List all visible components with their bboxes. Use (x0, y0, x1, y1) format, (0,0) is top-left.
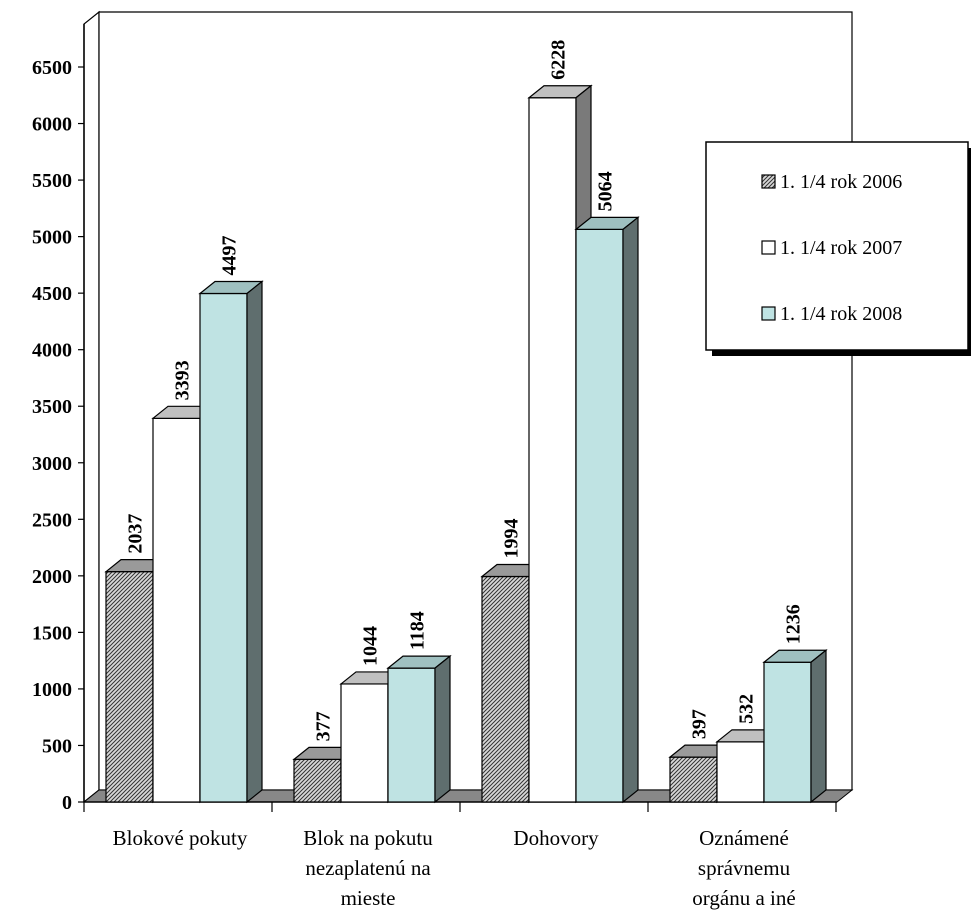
x-tick-label: Dohovory (513, 826, 599, 850)
legend-swatch (761, 306, 776, 321)
bar-side (434, 654, 451, 804)
bars: 2037 3393 4497 377 1044 1184 1994 6228 5064 397 53… (104, 40, 828, 804)
bar-front (716, 741, 765, 803)
y-tick-label: 500 (42, 735, 72, 757)
bar-value-label: 1044 (360, 626, 382, 666)
y-tick-label: 3000 (32, 453, 72, 475)
y-tick-label: 5000 (32, 227, 72, 249)
bar-side (246, 280, 263, 804)
bar-front (340, 683, 389, 803)
bar-front (105, 571, 154, 803)
bar-value-label: 1236 (783, 604, 805, 644)
y-tick-label: 4000 (32, 340, 72, 362)
legend-label: 1. 1/4 rok 2006 (780, 171, 902, 193)
legend-box (705, 141, 969, 351)
y-tick-label: 2500 (32, 509, 72, 531)
x-tick-label: správnemu (698, 856, 791, 880)
y-tick-label: 1000 (32, 679, 72, 701)
bar-front (575, 228, 624, 803)
bar-front (763, 661, 812, 803)
bar-front (481, 575, 530, 803)
bar-front (669, 756, 718, 803)
y-tick-label: 6000 (32, 114, 72, 136)
x-tick-label: nezaplatenú na (305, 856, 431, 880)
bar-value-label: 397 (689, 709, 711, 739)
bar-front (293, 758, 342, 803)
bar-front (528, 97, 577, 803)
bar-value-label: 6228 (548, 40, 570, 80)
y-axis: 0 500 1000 1500 2000 2500 3000 3500 4000 4500 5000… (32, 24, 837, 814)
x-tick-label: mieste (341, 886, 396, 910)
bar-front (152, 417, 201, 803)
bar-value-label: 4497 (219, 235, 241, 275)
bar-value-label: 1994 (501, 519, 523, 559)
x-tick-label: Oznámené (699, 826, 789, 850)
bar-value-label: 377 (313, 711, 335, 741)
y-tick-label: 6500 (32, 57, 72, 79)
legend-swatch (761, 174, 776, 189)
bar-value-label: 1184 (407, 611, 429, 650)
bar: 5064 (574, 171, 640, 804)
legend-label: 1. 1/4 rok 2007 (780, 237, 902, 259)
legend-swatch (761, 240, 776, 255)
y-tick-label: 2000 (32, 566, 72, 588)
bar-side (622, 216, 639, 804)
x-tick-label: orgánu a iné (692, 886, 795, 910)
y-tick-label: 5500 (32, 170, 72, 192)
x-tick-label: Blok na pokutu (303, 826, 433, 850)
y-tick-label: 3500 (32, 396, 72, 418)
bar: 1184 (386, 611, 452, 804)
bar-value-label: 5064 (595, 171, 617, 211)
bar-front (387, 667, 436, 803)
y-tick-label: 4500 (32, 283, 72, 305)
y-tick-label: 1500 (32, 622, 72, 644)
y-tick-label: 0 (62, 792, 72, 814)
bar-front (199, 292, 248, 803)
bar-value-label: 2037 (125, 514, 147, 554)
bar: 4497 (198, 235, 264, 804)
x-tick-label: Blokové pokuty (113, 826, 248, 850)
x-axis-labels: Blokové pokuty Blok na pokutu nezaplatenú … (113, 826, 796, 910)
legend: 1. 1/4 rok 2006 1. 1/4 rok 2007 1. 1/4 rok… (705, 141, 971, 356)
legend-label: 1. 1/4 rok 2008 (780, 303, 902, 325)
side-wall (83, 10, 100, 804)
plot-walls (82, 10, 854, 804)
bar: 1236 (762, 604, 828, 804)
bar-value-label: 3393 (172, 360, 194, 400)
bar-value-label: 532 (736, 694, 758, 724)
bar-side (810, 648, 827, 804)
